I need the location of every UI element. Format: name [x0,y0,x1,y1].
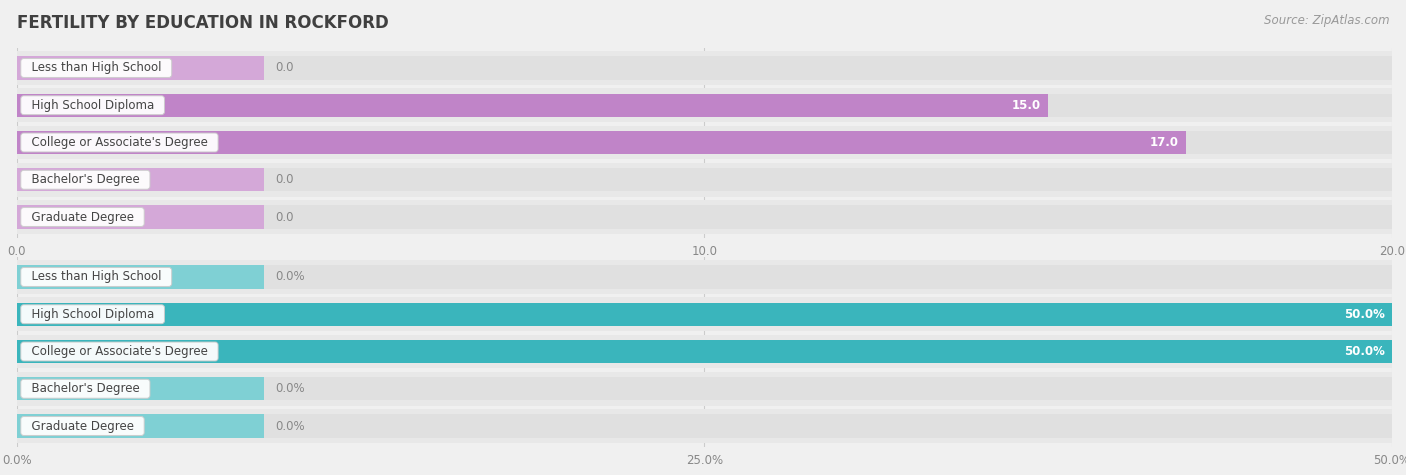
Text: 0.0: 0.0 [276,61,294,75]
Text: Less than High School: Less than High School [24,270,169,284]
Bar [17,57,1392,79]
Bar [17,200,1392,234]
Bar [17,303,1392,326]
Bar [17,266,264,288]
Text: FERTILITY BY EDUCATION IN ROCKFORD: FERTILITY BY EDUCATION IN ROCKFORD [17,14,388,32]
Bar [17,206,264,228]
Text: Source: ZipAtlas.com: Source: ZipAtlas.com [1264,14,1389,27]
Bar [17,303,1392,326]
Bar [17,168,264,191]
Bar [17,340,1392,363]
Bar [17,126,1392,159]
Bar [17,51,1392,85]
Text: College or Associate's Degree: College or Associate's Degree [24,136,215,149]
Text: 50.0%: 50.0% [1344,345,1385,358]
Text: Less than High School: Less than High School [24,61,169,75]
Bar [17,260,1392,294]
Bar [17,340,1392,363]
Text: 0.0: 0.0 [276,173,294,186]
Text: 15.0: 15.0 [1012,99,1042,112]
Bar [17,94,1049,117]
Bar [17,94,1392,117]
Text: Bachelor's Degree: Bachelor's Degree [24,173,148,186]
Bar [17,297,1392,331]
Bar [17,131,1185,154]
Bar [17,335,1392,368]
Text: Graduate Degree: Graduate Degree [24,419,141,433]
Text: High School Diploma: High School Diploma [24,99,162,112]
Bar [17,168,1392,191]
Bar [17,206,1392,228]
Bar [17,415,1392,437]
Bar [17,377,1392,400]
Text: 0.0%: 0.0% [276,382,305,395]
Text: High School Diploma: High School Diploma [24,308,162,321]
Bar [17,57,264,79]
Bar [17,372,1392,406]
Text: College or Associate's Degree: College or Associate's Degree [24,345,215,358]
Text: 0.0%: 0.0% [276,270,305,284]
Text: Graduate Degree: Graduate Degree [24,210,141,224]
Bar [17,88,1392,122]
Bar [17,266,1392,288]
Bar [17,415,264,437]
Text: 17.0: 17.0 [1150,136,1178,149]
Text: 0.0%: 0.0% [276,419,305,433]
Text: 50.0%: 50.0% [1344,308,1385,321]
Bar [17,131,1392,154]
Bar [17,409,1392,443]
Bar [17,377,264,400]
Text: 0.0: 0.0 [276,210,294,224]
Bar [17,163,1392,197]
Text: Bachelor's Degree: Bachelor's Degree [24,382,148,395]
